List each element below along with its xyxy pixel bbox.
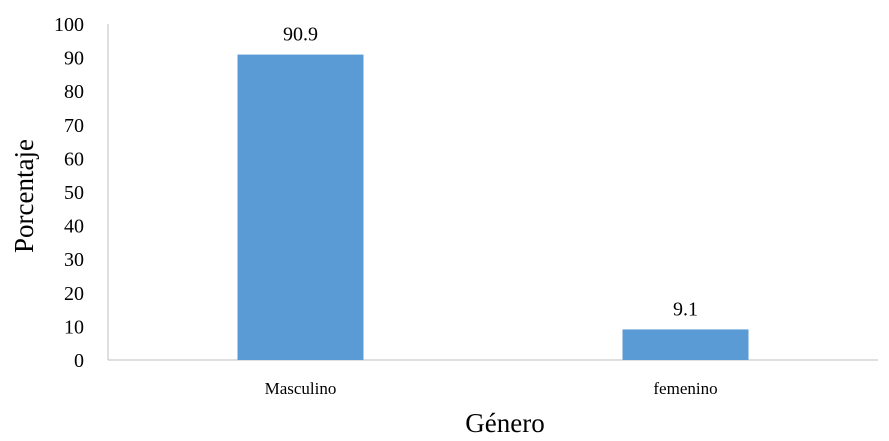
y-tick-label: 100	[54, 14, 84, 36]
y-tick-label: 10	[64, 316, 84, 338]
y-tick-label: 80	[64, 81, 84, 103]
y-axis-title: Porcentaje	[9, 139, 39, 253]
y-tick-label: 60	[64, 148, 84, 170]
y-tick-label: 70	[64, 115, 84, 137]
bar	[622, 329, 749, 360]
y-tick-label: 90	[64, 48, 84, 70]
category-labels: Masculino femenino	[265, 379, 718, 398]
bars	[237, 54, 749, 361]
bar	[237, 54, 364, 361]
x-axis-title: Género	[465, 408, 544, 438]
data-labels: 90.9 9.1	[283, 24, 698, 321]
y-tick-label: 40	[64, 216, 84, 238]
category-label: Masculino	[265, 379, 337, 398]
y-tick-label: 50	[64, 182, 84, 204]
y-tick-label: 20	[64, 283, 84, 305]
y-tick-labels: 0 10 20 30 40 50 60 70 80 90 100	[54, 14, 84, 372]
y-tick-label: 0	[74, 350, 84, 372]
y-tick-label: 30	[64, 249, 84, 271]
data-label: 9.1	[673, 298, 698, 320]
data-label: 90.9	[283, 24, 318, 46]
category-label: femenino	[653, 379, 717, 398]
plot-area: 0 10 20 30 40 50 60 70 80 90 100 90.9 9.1 Masculino…	[54, 14, 878, 398]
